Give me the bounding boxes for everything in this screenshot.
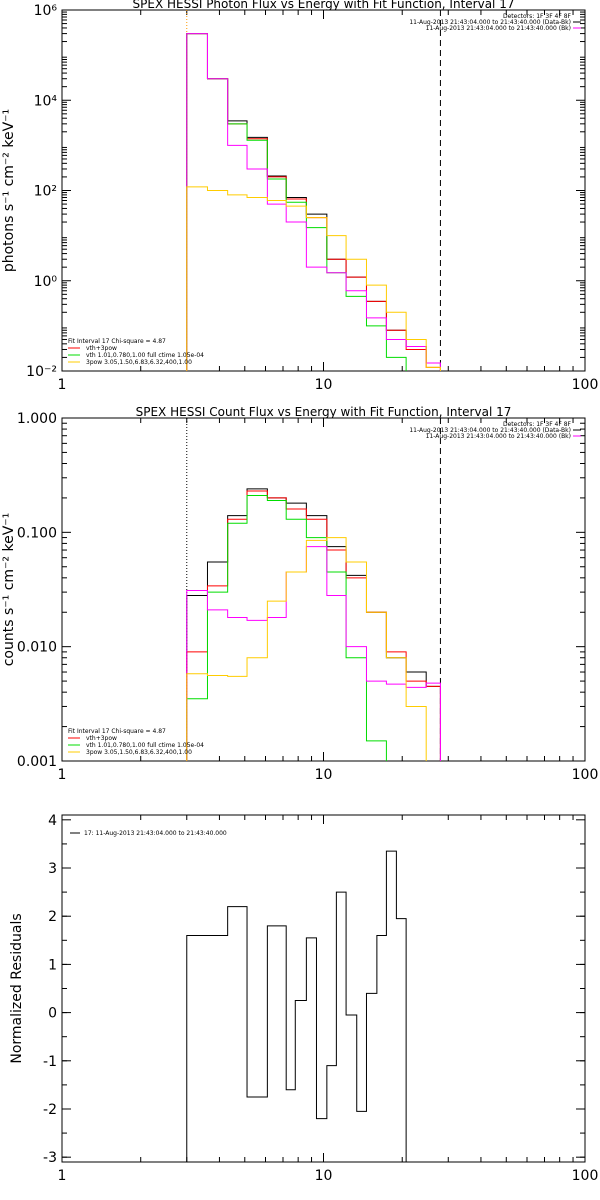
y-axis-label: counts s⁻¹ cm⁻² keV⁻¹ — [1, 513, 17, 667]
y-tick-label: 0 — [48, 1006, 57, 1022]
header-line: 11-Aug-2013 21:43:04.000 to 21:43:40.000… — [426, 433, 571, 440]
legend-entry: vth 1.01,0.780,1.00 full ctime 1.05e-04 — [86, 352, 204, 359]
data-series-4 — [186, 546, 441, 761]
data-series-1 — [186, 33, 441, 371]
y-tick-label: 10⁻² — [26, 364, 57, 380]
legend-entry: 17: 11-Aug-2013 21:43:04.000 to 21:43:40… — [84, 830, 227, 837]
data-series-2 — [186, 490, 441, 761]
data-series-1 — [186, 488, 441, 761]
plot-frame — [61, 9, 586, 372]
y-tick-label: 10⁶ — [34, 3, 58, 19]
header-line: Detectors: 1F 3F 4F 8F — [503, 421, 572, 428]
chart-panel-1: SPEX HESSI Photon Flux vs Energy with Fi… — [1, 0, 599, 393]
legend-entry: vth+3pow — [86, 345, 117, 352]
y-tick-label: 0.100 — [17, 525, 57, 541]
data-series-5 — [186, 537, 427, 761]
legend-entry: vth+3pow — [86, 735, 117, 742]
x-tick-label: 1 — [58, 767, 67, 783]
legend-entry: Fit Interval 17 Chi-square = 4.87 — [68, 728, 166, 735]
header-line: Detectors: 1F 3F 4F 8F — [503, 13, 572, 20]
y-tick-label: 10⁴ — [34, 93, 58, 109]
x-tick-label: 100 — [572, 377, 599, 393]
legend-entry: 3pow 3.05,1.50,6.83,6.32,400,1.00 — [86, 359, 192, 366]
y-tick-label: -2 — [43, 1102, 57, 1118]
data-series-5 — [186, 186, 441, 371]
data-series-4 — [186, 33, 441, 371]
x-tick-label: 10 — [315, 767, 333, 783]
plot-frame — [61, 417, 586, 762]
y-tick-label: 0.001 — [17, 754, 57, 770]
x-tick-label: 1 — [58, 377, 67, 393]
y-tick-label: 4 — [48, 813, 57, 829]
data-series-2 — [186, 33, 441, 371]
legend-entry: vth 1.01,0.780,1.00 full ctime 1.05e-04 — [86, 742, 204, 749]
y-tick-label: -1 — [43, 1054, 57, 1070]
y-axis-label: photons s⁻¹ cm⁻² keV⁻¹ — [1, 109, 17, 272]
header-line: 11-Aug-2013 21:43:04.000 to 21:43:40.000… — [426, 25, 571, 32]
y-axis-label: Normalized Residuals — [9, 913, 25, 1063]
y-tick-label: 2 — [48, 909, 57, 925]
header-line: 11-Aug-2013 21:43:04.000 to 21:43:40.000… — [409, 427, 571, 434]
plot-frame — [61, 814, 586, 1163]
data-series-1 — [186, 850, 407, 1162]
legend-entry: 3pow 3.05,1.50,6.83,6.32,400,1.00 — [86, 749, 192, 756]
y-tick-label: 0.010 — [17, 640, 57, 656]
legend-entry: Fit Interval 17 Chi-square = 4.87 — [68, 338, 166, 345]
y-tick-label: 10⁰ — [34, 274, 58, 290]
y-tick-label: 1.000 — [17, 411, 57, 427]
x-tick-label: 10 — [315, 377, 333, 393]
data-series-3 — [186, 494, 387, 761]
y-tick-label: 1 — [48, 957, 57, 973]
x-tick-label: 100 — [572, 1168, 599, 1184]
header-line: 11-Aug-2013 21:43:04.000 to 21:43:40.000… — [409, 19, 571, 26]
y-tick-label: -3 — [43, 1150, 57, 1166]
chart-panel-2: SPEX HESSI Count Flux vs Energy with Fit… — [1, 405, 599, 783]
y-tick-label: 3 — [48, 861, 57, 877]
x-tick-label: 100 — [572, 767, 599, 783]
x-tick-label: 1 — [58, 1168, 67, 1184]
x-tick-label: 10 — [315, 1168, 333, 1184]
chart-panel-3: Normalized Residuals 1 10 100 -3 -2 -1 0 1 2 3 4 17:… — [9, 813, 598, 1184]
chart-title: SPEX HESSI Count Flux vs Energy with Fit… — [136, 405, 512, 419]
y-tick-label: 10² — [34, 184, 57, 200]
chart-title: SPEX HESSI Photon Flux vs Energy with Fi… — [133, 0, 515, 11]
